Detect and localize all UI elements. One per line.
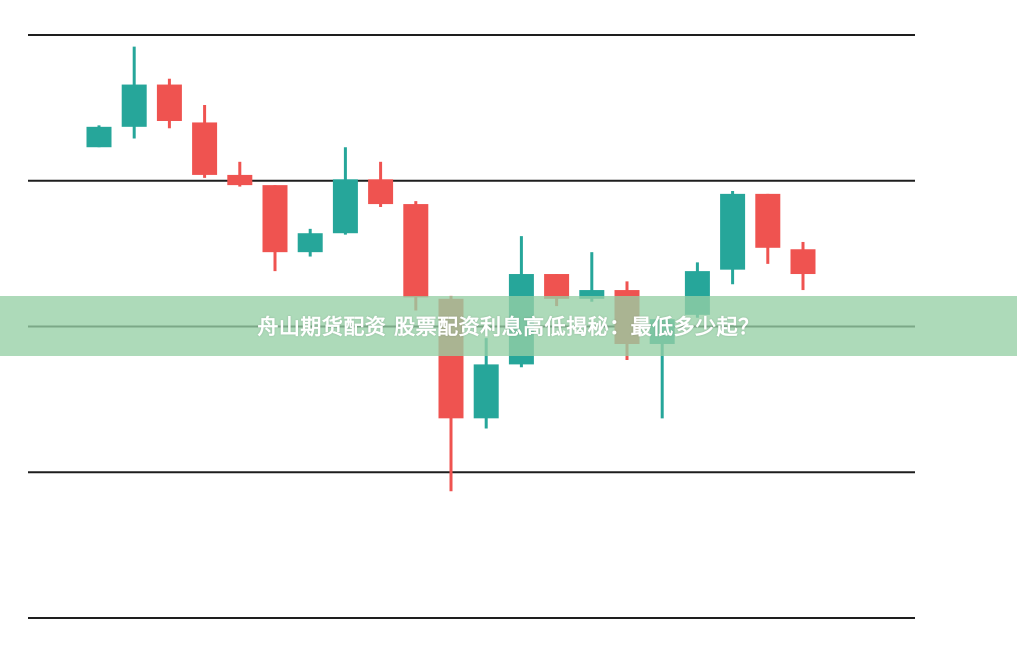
candle-body [227,174,253,186]
candle-body [86,126,112,148]
candle-down [790,241,816,291]
candle-body [403,204,429,298]
candle-up [86,125,112,148]
candle-up [720,190,746,285]
banner-title: 舟山期货配资 股票配资利息高低揭秘：最低多少起？ [257,315,760,339]
candle-body [755,193,781,248]
candle-down [368,161,394,207]
candle-body [121,84,147,127]
candle-down [262,185,288,272]
candle-up [332,147,358,235]
candle-body [544,274,570,299]
candles [86,46,816,492]
candle-down [192,104,218,178]
candle-body [790,249,816,275]
candle-body [332,179,358,234]
candle-body [262,185,288,253]
candle-body [473,364,499,419]
candle-body [720,193,746,270]
candle-up [473,338,499,429]
candle-body [156,84,182,121]
candle-body [368,179,394,205]
candle-body [579,290,605,299]
candle-down [403,201,429,311]
candle-up [121,46,147,139]
title-banner: 舟山期货配资 股票配资利息高低揭秘：最低多少起？ [0,296,1017,356]
candle-body [192,122,218,175]
candle-body [297,233,323,253]
candle-down [156,78,182,129]
candle-down [227,161,253,187]
candle-up [579,252,605,302]
candle-down [755,193,781,264]
candle-up [297,228,323,257]
candle-down [544,274,570,307]
